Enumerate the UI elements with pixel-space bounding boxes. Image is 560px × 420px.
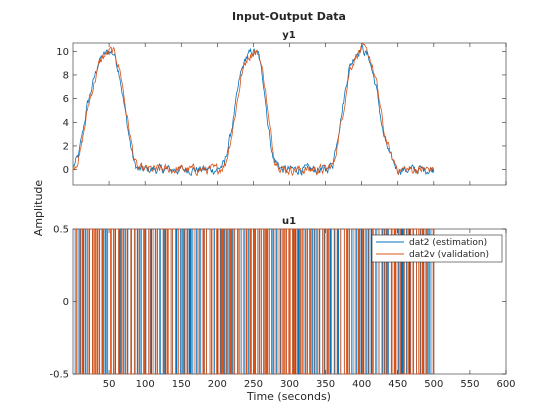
y1-panel-title: y1 [282,30,296,41]
x-tick-label-7: 400 [352,379,371,390]
y-tick-label-y1-2: 4 [63,118,69,129]
x-tick-label-8: 450 [388,379,407,390]
y-tick-label-u1-1: 0 [63,297,69,308]
x-tick-label-0: 50 [103,379,116,390]
y-tick-label-y1-0: 0 [63,165,69,176]
series-line-u1-validation [73,228,435,375]
y-tick-label-y1-3: 6 [63,94,69,105]
u1-ticks: -0.5 0 0.5 50 100 150 200 250 300 350 400 450 500 550… [49,225,515,391]
series-line-u1-estimation [73,228,435,375]
series-line-y1-estimation [73,44,435,176]
x-tick-label-5: 300 [280,379,299,390]
y-tick-label-y1-1: 2 [63,141,69,152]
y-tick-label-u1-0: -0.5 [49,370,69,381]
u1-lines [73,228,435,375]
x-tick-label-6: 350 [316,379,335,390]
x-tick-label-4: 250 [244,379,263,390]
legend-label-estimation: dat2 (estimation) [409,238,487,248]
x-tick-label-3: 200 [208,379,227,390]
series-line-y1-validation [73,43,435,177]
u1-panel-title: u1 [282,216,296,227]
x-axis-label: Time (seconds) [246,390,331,403]
y1-panel: y1 0 2 4 6 8 10 [56,30,507,186]
x-tick-label-11: 600 [496,379,515,390]
y-tick-label-u1-2: 0.5 [53,225,69,236]
x-tick-label-2: 150 [172,379,191,390]
y1-ticks: 0 2 4 6 8 10 [56,43,507,185]
y1-lines [73,43,435,177]
y-tick-label-y1-5: 10 [56,47,69,58]
y1-axes-box [72,42,507,186]
legend-box [371,234,503,263]
legend: dat2 (estimation) dat2v (validation) [371,234,503,263]
x-tick-label-10: 550 [460,379,479,390]
y-axis-label: Amplitude [32,180,45,237]
chart-title: Input-Output Data [232,10,346,23]
x-tick-label-9: 500 [424,379,443,390]
x-tick-label-1: 100 [136,379,155,390]
y-tick-label-y1-4: 8 [63,70,69,81]
legend-label-validation: dat2v (validation) [409,250,489,260]
